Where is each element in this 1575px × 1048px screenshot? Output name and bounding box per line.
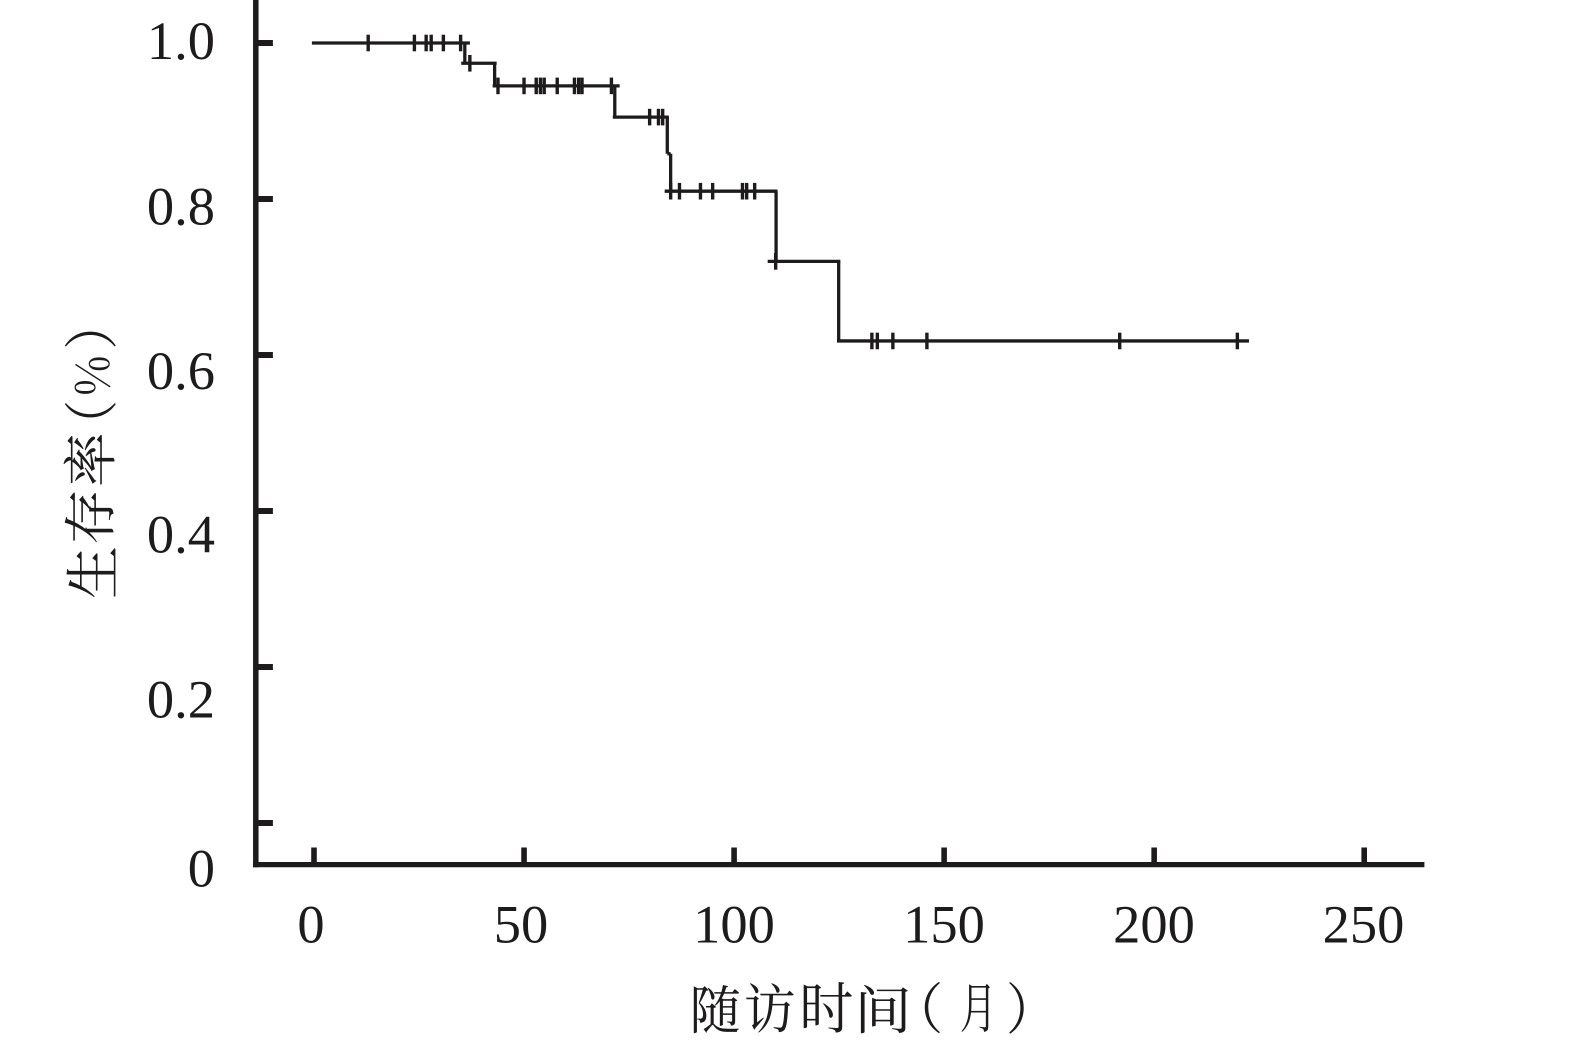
x-axis-title-glyph (961, 983, 990, 1032)
x-tick-label: 0 (297, 894, 324, 955)
x-axis-title-glyph (803, 981, 852, 1033)
axis-ticks (255, 40, 1367, 865)
y-tick-label: 1.0 (147, 10, 215, 71)
y-tick-label: 0.4 (147, 504, 215, 565)
axes (253, 0, 1425, 868)
x-axis-title-glyph (1009, 981, 1024, 1034)
y-tick-label: 0.8 (147, 175, 215, 236)
x-tick-label: 100 (693, 894, 775, 955)
axis-tick-labels: 0 0.2 0.4 0.6 0.8 1.0 0 50 100 150 200 250 (147, 10, 1405, 955)
x-tick-label: 50 (494, 894, 549, 955)
y-axis-title-glyph (64, 492, 114, 543)
y-axis-title-glyph (66, 548, 116, 598)
x-tick-label: 200 (1113, 894, 1195, 955)
y-axis-title (63, 331, 116, 598)
x-axis-title-glyph (924, 981, 940, 1034)
x-axis-title-glyph (746, 983, 794, 1033)
y-tick-label: 0 (188, 838, 215, 899)
x-axis-title-glyph (860, 984, 908, 1034)
y-tick-label: 0.2 (147, 669, 215, 730)
survival-curve (311, 41, 1249, 343)
x-axis-title (693, 981, 1024, 1034)
y-axis-title-glyph (63, 434, 115, 485)
censor-marks (366, 34, 1240, 350)
y-axis-title-glyph (64, 403, 116, 418)
y-axis-title-glyph (64, 331, 116, 347)
y-tick-label: 0.6 (147, 340, 215, 401)
x-tick-label: 150 (903, 894, 985, 955)
y-axis-title-glyph (74, 357, 111, 394)
x-axis-title-glyph (693, 984, 740, 1034)
x-tick-label: 250 (1323, 894, 1405, 955)
